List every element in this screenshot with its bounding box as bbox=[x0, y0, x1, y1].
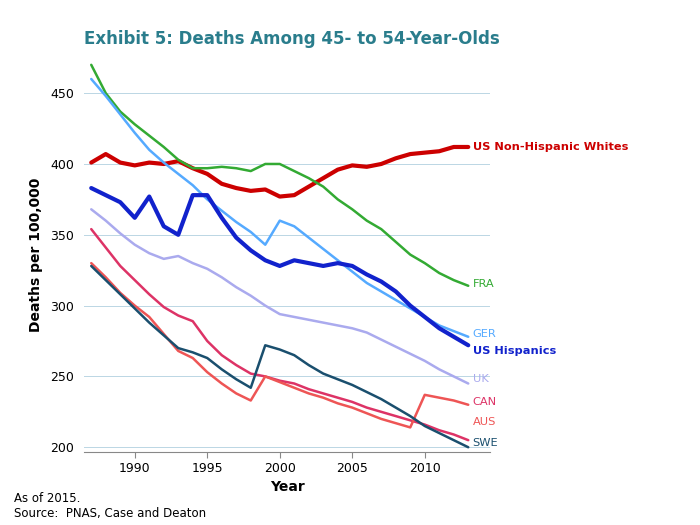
Text: FRA: FRA bbox=[473, 279, 494, 289]
Text: GER: GER bbox=[473, 329, 496, 339]
Text: Exhibit 5: Deaths Among 45- to 54-Year-Olds: Exhibit 5: Deaths Among 45- to 54-Year-O… bbox=[84, 30, 500, 48]
Text: SWE: SWE bbox=[473, 438, 498, 448]
Text: US Hispanics: US Hispanics bbox=[473, 346, 556, 356]
Text: As of 2015.
Source:  PNAS, Case and Deaton: As of 2015. Source: PNAS, Case and Deato… bbox=[14, 492, 206, 520]
X-axis label: Year: Year bbox=[270, 480, 304, 495]
Y-axis label: Deaths per 100,000: Deaths per 100,000 bbox=[29, 177, 43, 332]
Text: AUS: AUS bbox=[473, 417, 496, 427]
Text: UK: UK bbox=[473, 374, 489, 384]
Text: CAN: CAN bbox=[473, 397, 497, 407]
Text: US Non-Hispanic Whites: US Non-Hispanic Whites bbox=[473, 142, 628, 152]
